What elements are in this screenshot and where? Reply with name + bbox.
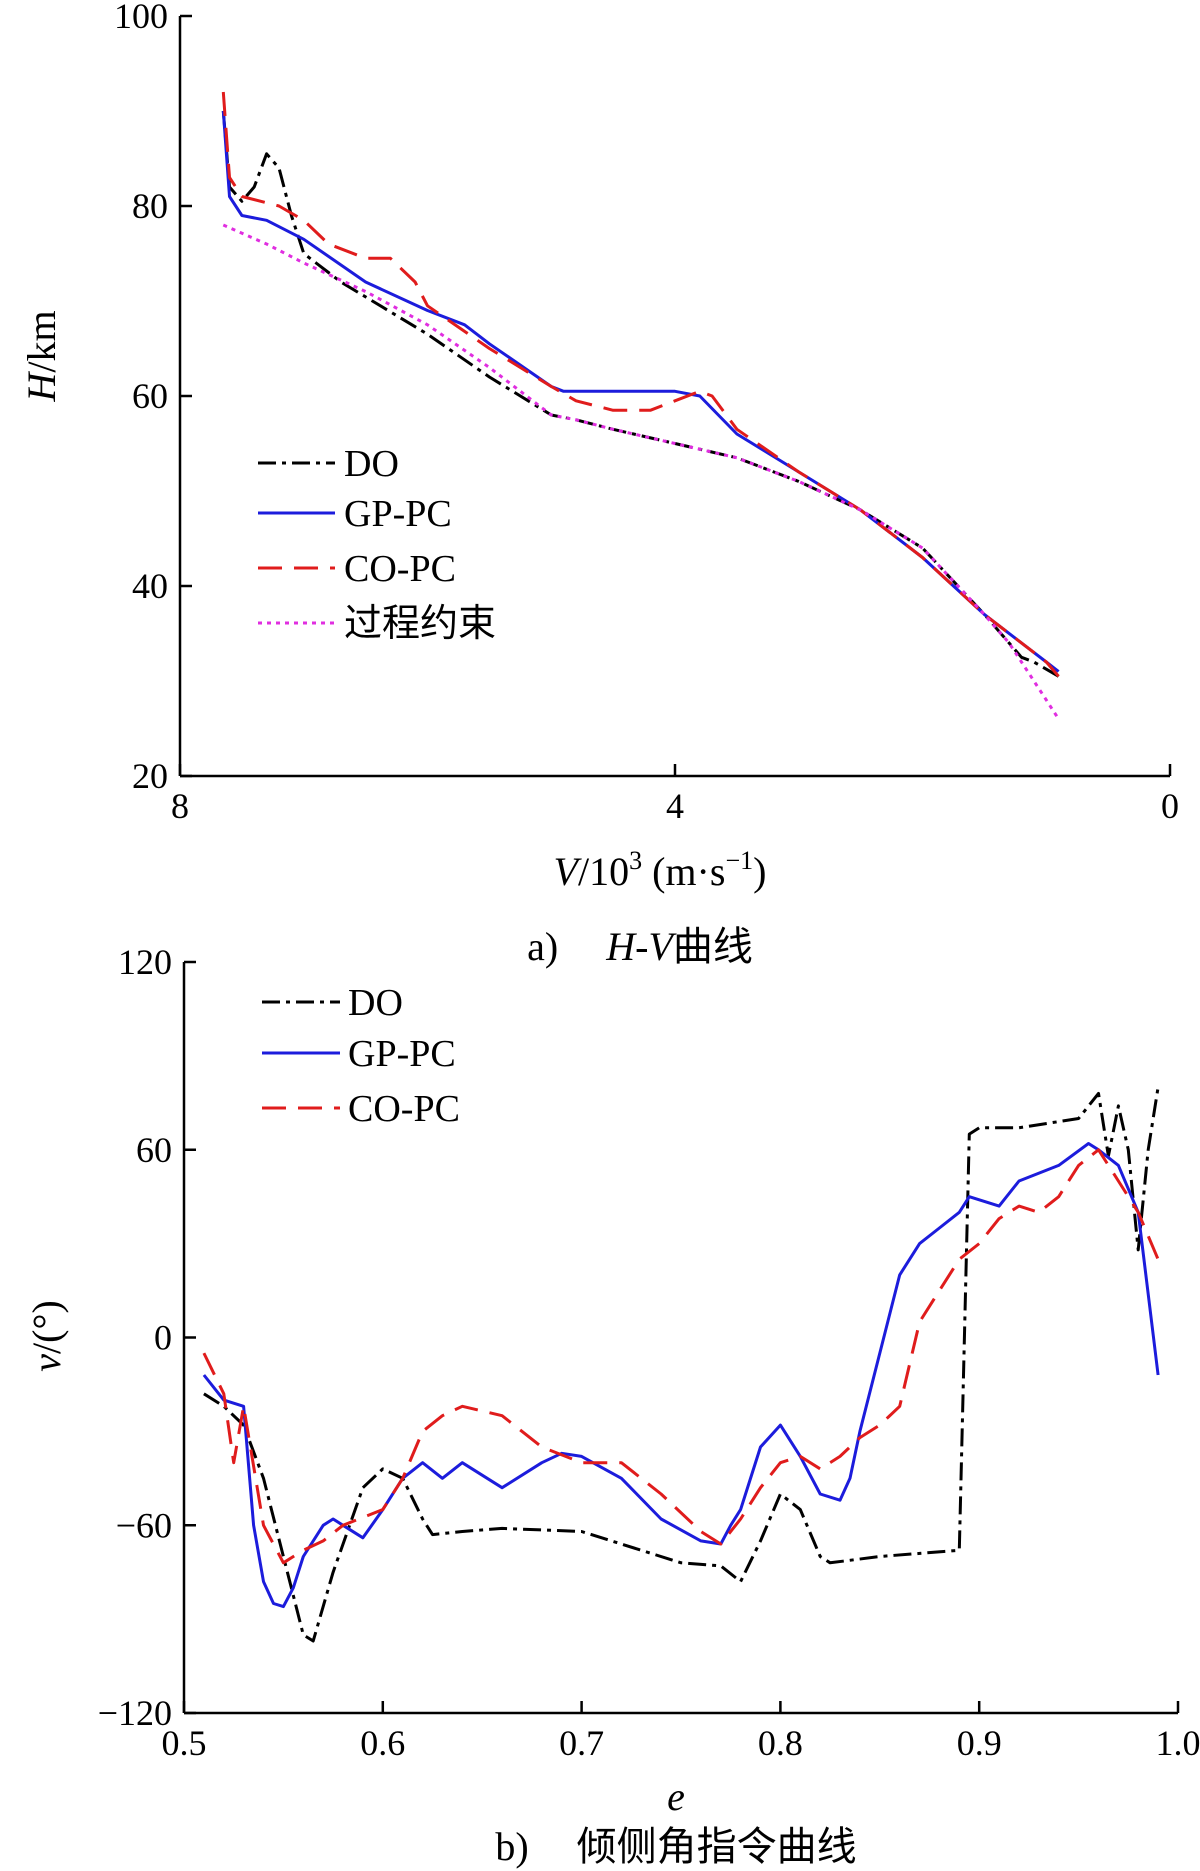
y-tick-label: 100: [114, 0, 168, 36]
chart-a-y-axis-label: H/km: [19, 310, 64, 402]
chart-a-x-axis-label: V/103 (m·s−1): [554, 846, 767, 894]
chart-b-x-ticks: 0.5 0.6 0.7 0.8 0.9 1.0: [162, 1701, 1200, 1763]
chart-a-y-ticks: 20 40 60 80 100: [114, 0, 192, 796]
chart-a-caption: a) H-V曲线: [527, 924, 753, 969]
y-tick-label: 80: [132, 186, 168, 226]
y-tick-label: 20: [132, 756, 168, 796]
chart-a-x-ticks: 8 4 0: [171, 764, 1179, 826]
x-tick-label: 8: [171, 786, 189, 826]
chart-b-legend: DO GP-PC CO-PC: [262, 982, 460, 1130]
series-line-constraint: [222, 223, 1060, 720]
chart-b-caption: b) 倾侧角指令曲线: [495, 1824, 856, 1869]
y-tick-label: 60: [132, 376, 168, 416]
y-tick-label: −120: [98, 1693, 172, 1733]
series-line-do: [221, 110, 1060, 678]
x-tick-label: 4: [666, 786, 684, 826]
chart-b-y-ticks: −120 −60 0 60 120: [98, 942, 196, 1733]
chart-b: −120 −60 0 60 120 0.5 0.6 0.7 0.8 0.9 1.0 DO GP-P…: [24, 942, 1200, 1869]
legend-b-do-label: DO: [348, 982, 403, 1024]
series-line-gp-pc: [221, 110, 1060, 673]
chart-b-y-axis-label: ν/(°): [24, 1300, 69, 1372]
series-line-gp-pc: [202, 1142, 1160, 1609]
series-line-co-pc: [202, 1148, 1160, 1565]
x-tick-label: 0.8: [758, 1723, 803, 1763]
chart-a-series-group: [221, 91, 1060, 720]
legend-a-constraint-label: 过程约束: [344, 603, 496, 645]
x-tick-label: 0.5: [162, 1723, 207, 1763]
x-tick-label: 0.6: [360, 1723, 405, 1763]
chart-b-x-axis-label: e: [667, 1774, 685, 1819]
series-line-do: [203, 1086, 1160, 1643]
x-tick-label: 0.7: [559, 1723, 604, 1763]
legend-a-copc-label: CO-PC: [344, 548, 456, 590]
y-tick-label: 60: [136, 1130, 172, 1170]
y-tick-label: 40: [132, 566, 168, 606]
x-tick-label: 0.9: [957, 1723, 1002, 1763]
legend-b-copc-label: CO-PC: [348, 1088, 460, 1130]
chart-b-series-group: [202, 1086, 1160, 1643]
x-tick-label: 1.0: [1156, 1723, 1200, 1763]
chart-a-legend: DO GP-PC CO-PC 过程约束: [258, 443, 496, 645]
legend-a-gppc-label: GP-PC: [344, 493, 452, 535]
legend-a-do-label: DO: [344, 443, 399, 485]
y-tick-label: 0: [154, 1318, 172, 1358]
legend-b-gppc-label: GP-PC: [348, 1033, 456, 1075]
y-tick-label: −60: [116, 1505, 172, 1545]
y-tick-label: 120: [118, 942, 172, 982]
x-tick-label: 0: [1161, 786, 1179, 826]
